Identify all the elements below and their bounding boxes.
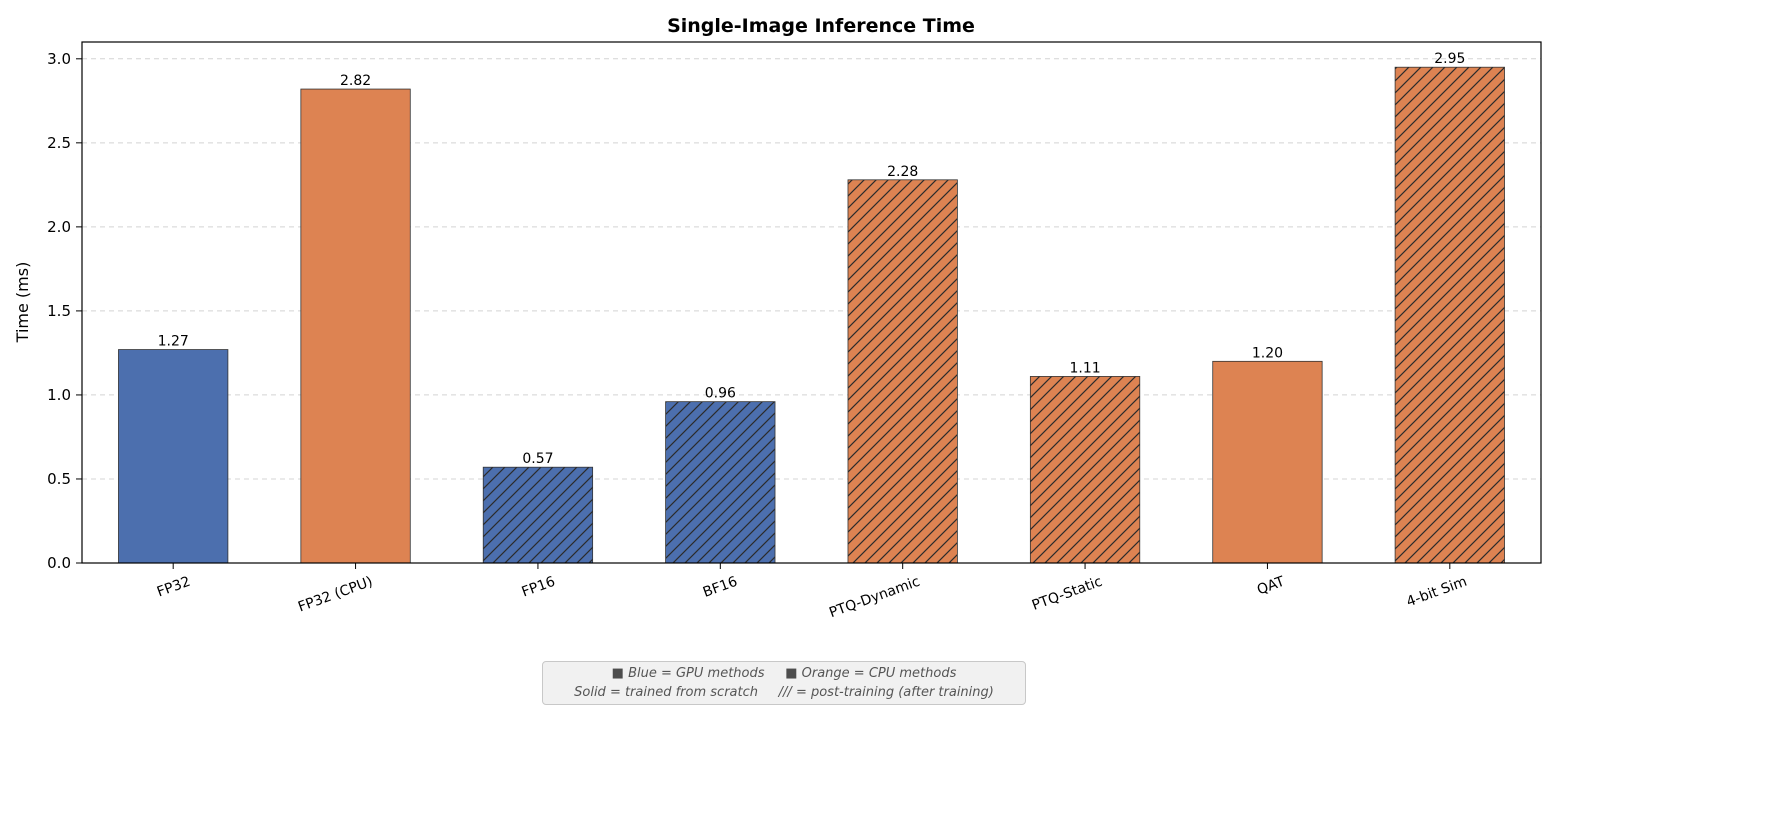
bar <box>300 88 411 564</box>
orange-square-icon: ■ <box>785 666 798 681</box>
x-tick-label: 4-bit Sim <box>1404 574 1469 611</box>
y-tick-label: 0.0 <box>47 554 71 572</box>
x-axis: FP32 FP32 (CPU) FP16 BF16 PTQ-Dynamic PTQ-Sta… <box>155 563 1469 621</box>
x-tick-label: BF16 <box>701 574 740 601</box>
legend-hatch-text: /// = post-training (after training) <box>778 685 994 700</box>
bar <box>118 349 229 564</box>
legend-note: ■ Blue = GPU methods ■ Orange = CPU meth… <box>542 661 1026 705</box>
y-tick-label: 3.0 <box>47 50 71 68</box>
data-label: 1.27 <box>158 334 189 350</box>
bar <box>1212 360 1323 564</box>
y-tick-label: 1.5 <box>47 302 71 320</box>
x-tick-label: QAT <box>1255 574 1287 599</box>
x-tick-label: FP32 (CPU) <box>296 574 375 616</box>
data-labels: 1.27 2.82 0.57 0.96 2.28 1.11 1.20 2.95 <box>158 51 1466 467</box>
y-axis: 0.0 0.5 1.0 1.5 2.0 2.5 3.0 <box>47 50 82 572</box>
chart-title: Single-Image Inference Time <box>667 15 975 37</box>
plot-frame <box>81 41 1542 564</box>
data-label: 2.82 <box>340 73 371 89</box>
x-tick-label: FP32 <box>155 574 193 601</box>
bar <box>847 179 958 564</box>
bar <box>1394 66 1505 564</box>
blue-square-icon: ■ <box>611 666 624 681</box>
legend-note-line-1: ■ Blue = GPU methods ■ Orange = CPU meth… <box>543 664 1025 683</box>
bars <box>118 66 1505 564</box>
data-label: 2.28 <box>887 164 918 180</box>
x-tick-label: PTQ-Static <box>1030 574 1105 614</box>
bar <box>1029 376 1141 564</box>
bar <box>665 401 776 564</box>
y-tick-label: 2.0 <box>47 218 71 236</box>
y-axis-label: Time (ms) <box>13 262 32 344</box>
y-tick-label: 1.0 <box>47 386 71 404</box>
data-label: 2.95 <box>1434 51 1465 67</box>
data-label: 0.96 <box>705 386 736 402</box>
bar <box>482 466 594 564</box>
legend-solid-text: Solid = trained from scratch <box>574 685 758 700</box>
y-tick-label: 2.5 <box>47 134 71 152</box>
x-tick-label: PTQ-Dynamic <box>827 574 922 622</box>
y-tick-label: 0.5 <box>47 470 71 488</box>
legend-cpu-text: Orange = CPU methods <box>801 666 957 681</box>
legend-gpu-text: Blue = GPU methods <box>628 666 765 681</box>
x-tick-label: FP16 <box>520 574 558 601</box>
data-label: 0.57 <box>522 451 553 467</box>
data-label: 1.11 <box>1069 360 1100 376</box>
legend-note-line-2: Solid = trained from scratch /// = post-… <box>543 683 1025 702</box>
data-label: 1.20 <box>1252 345 1283 361</box>
